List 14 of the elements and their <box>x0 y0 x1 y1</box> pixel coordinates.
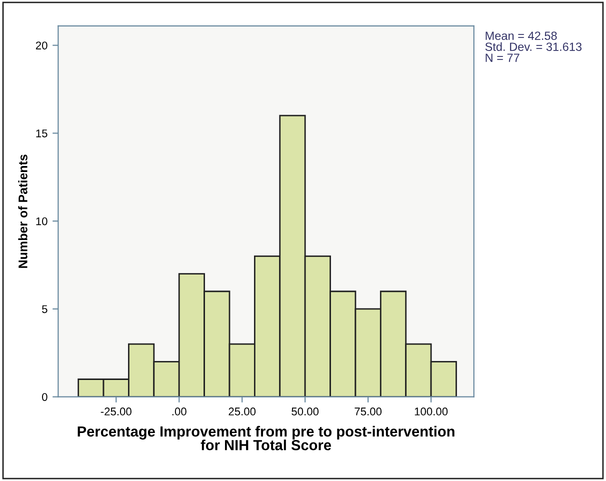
x-tick-label: 50.00 <box>292 408 319 416</box>
y-tick-label: 10 <box>36 217 48 226</box>
x-tick-label: 25.00 <box>228 408 256 416</box>
x-tick-label: 75.00 <box>354 408 382 416</box>
text: Mean = 42.58 Std. Dev. = 31.613 N = 77 <box>485 32 582 62</box>
x-tick-label: .00 <box>172 408 186 416</box>
x-axis-title: Percentage Improvement from pre to post-intervention for NIH Total Score <box>78 426 454 450</box>
y-axis-title: Number of Patients <box>18 154 28 268</box>
x-tick-label: -25.00 <box>100 408 132 416</box>
y-tick-label: 15 <box>36 130 48 138</box>
x-tick-label: 100.00 <box>414 408 448 416</box>
y-tick-label: 20 <box>36 42 48 50</box>
y-tick-label: 5 <box>42 305 48 314</box>
y-tick-label: 0 <box>42 393 48 401</box>
